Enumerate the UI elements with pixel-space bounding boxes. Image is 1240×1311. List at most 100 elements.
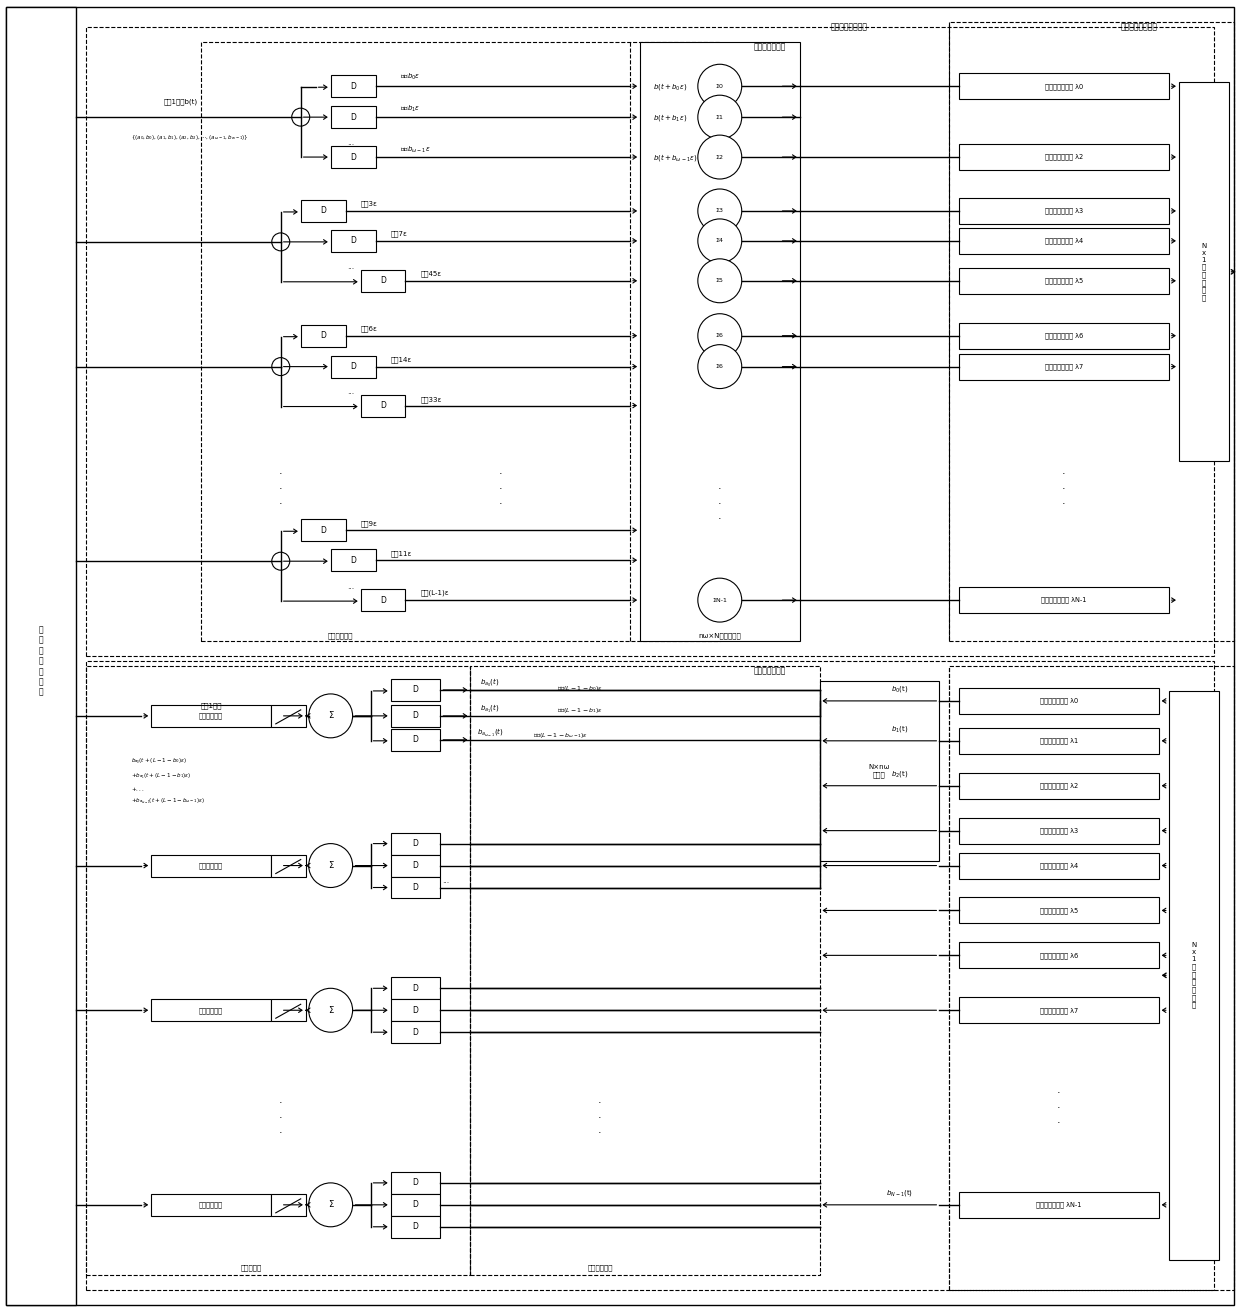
Bar xyxy=(391,877,440,898)
Text: nω×N复选耦合器: nω×N复选耦合器 xyxy=(698,633,742,640)
Text: 延时45ε: 延时45ε xyxy=(420,270,441,277)
Text: 光频域编解码模块: 光频域编解码模块 xyxy=(1120,22,1157,31)
Text: 多阶幅度光转电 λ0: 多阶幅度光转电 λ0 xyxy=(1040,697,1078,704)
Text: 用户1数据b(t): 用户1数据b(t) xyxy=(164,98,198,105)
Bar xyxy=(361,270,405,292)
Bar xyxy=(361,395,405,417)
Bar xyxy=(270,855,306,877)
Text: $+b_{a_1}(t+(L-1-b_1)\varepsilon)$: $+b_{a_1}(t+(L-1-b_1)\varepsilon)$ xyxy=(131,771,192,780)
Bar xyxy=(331,146,376,168)
Text: 多阶幅度电转光 λN-1: 多阶幅度电转光 λN-1 xyxy=(1042,597,1086,603)
Bar xyxy=(87,666,470,1274)
Text: D: D xyxy=(320,332,326,340)
Text: 多阶幅度电转光 λ7: 多阶幅度电转光 λ7 xyxy=(1045,363,1083,370)
Bar xyxy=(301,325,346,346)
Text: .: . xyxy=(279,1110,283,1120)
Text: N
x
1
波
分
复
用
器: N x 1 波 分 复 用 器 xyxy=(1202,243,1207,300)
Bar xyxy=(270,1194,306,1215)
Text: 电时域延时编码: 电时域延时编码 xyxy=(754,43,786,52)
Bar xyxy=(960,898,1159,923)
Text: .: . xyxy=(1058,1116,1061,1125)
Circle shape xyxy=(272,552,290,570)
Bar xyxy=(270,999,306,1021)
Text: 延时$b_0\varepsilon$: 延时$b_0\varepsilon$ xyxy=(401,72,420,83)
Bar xyxy=(391,679,440,701)
Bar xyxy=(151,705,270,726)
Text: D: D xyxy=(413,1028,418,1037)
Text: 延时7ε: 延时7ε xyxy=(391,231,408,237)
Text: 延时11ε: 延时11ε xyxy=(391,549,412,557)
Text: 多阶幅度光转电 λ1: 多阶幅度光转电 λ1 xyxy=(1040,738,1078,745)
Bar xyxy=(960,323,1169,349)
Bar xyxy=(640,42,800,641)
Text: D: D xyxy=(413,983,418,992)
Text: $b_1$(t): $b_1$(t) xyxy=(890,724,908,734)
Text: 延时33ε: 延时33ε xyxy=(420,396,441,402)
Text: $b_{N-1}$(t): $b_{N-1}$(t) xyxy=(885,1188,913,1198)
Bar xyxy=(960,728,1159,754)
Text: D: D xyxy=(350,236,356,245)
Bar xyxy=(87,28,1214,655)
Text: N×nω
分发器: N×nω 分发器 xyxy=(869,764,890,777)
Text: $b(t+b_1\varepsilon)$: $b(t+b_1\varepsilon)$ xyxy=(652,111,687,123)
Text: 多阶幅度电转光 λ2: 多阶幅度电转光 λ2 xyxy=(1045,153,1083,160)
Text: .: . xyxy=(279,497,283,506)
Text: 多阶幅度光转电 λ4: 多阶幅度光转电 λ4 xyxy=(1040,863,1078,869)
Text: 多阶幅度光转电 λ7: 多阶幅度光转电 λ7 xyxy=(1040,1007,1078,1013)
Text: $b_2$(t): $b_2$(t) xyxy=(890,768,908,779)
Text: $+b_{a_{\omega-1}}(t+(L-1-b_{\omega-1})\varepsilon)$: $+b_{a_{\omega-1}}(t+(L-1-b_{\omega-1})\… xyxy=(131,797,205,806)
Bar xyxy=(6,8,76,1304)
Bar xyxy=(361,589,405,611)
Text: D: D xyxy=(320,206,326,215)
Bar xyxy=(331,106,376,128)
Text: 核
心
网
数
据
交
换: 核 心 网 数 据 交 换 xyxy=(38,625,43,696)
Text: 电延时解码器: 电延时解码器 xyxy=(588,1264,613,1270)
Text: .: . xyxy=(1063,497,1066,506)
Text: .: . xyxy=(1058,1086,1061,1095)
Text: D: D xyxy=(381,595,386,604)
Text: ...: ... xyxy=(347,387,355,396)
Bar xyxy=(391,705,440,726)
Bar xyxy=(960,267,1169,294)
Text: 延时$(L-1-b_{\omega-1})\varepsilon$: 延时$(L-1-b_{\omega-1})\varepsilon$ xyxy=(532,732,588,741)
Text: 延时14ε: 延时14ε xyxy=(391,357,412,363)
Text: 电时域延时解码: 电时域延时解码 xyxy=(754,666,786,675)
Text: .: . xyxy=(1063,481,1066,492)
Text: D: D xyxy=(350,556,356,565)
Text: D: D xyxy=(350,113,356,122)
Text: 多阶幅度电转光 λ0: 多阶幅度电转光 λ0 xyxy=(1045,83,1083,89)
Text: 数据阈值判决: 数据阈值判决 xyxy=(198,713,223,720)
Circle shape xyxy=(309,1183,352,1227)
Text: .: . xyxy=(279,467,283,476)
Bar xyxy=(960,943,1159,969)
Text: .: . xyxy=(498,481,502,492)
Text: 数据阈值判决: 数据阈值判决 xyxy=(198,863,223,869)
Bar xyxy=(960,998,1159,1023)
Bar xyxy=(960,587,1169,614)
Text: 延时$b_1\varepsilon$: 延时$b_1\varepsilon$ xyxy=(401,104,420,114)
Bar xyxy=(331,355,376,378)
Text: Σ3: Σ3 xyxy=(715,208,724,214)
Circle shape xyxy=(291,109,310,126)
Circle shape xyxy=(698,135,742,180)
Text: 延时9ε: 延时9ε xyxy=(361,520,377,527)
Text: Σ: Σ xyxy=(329,712,334,720)
Bar xyxy=(87,661,1214,1290)
Circle shape xyxy=(309,988,352,1032)
Text: D: D xyxy=(413,1201,418,1209)
Bar xyxy=(301,519,346,541)
Text: D: D xyxy=(413,1222,418,1231)
Bar xyxy=(391,977,440,999)
Text: Σ: Σ xyxy=(329,861,334,871)
Text: .: . xyxy=(718,511,722,522)
Text: 多阶幅度电转光 λ3: 多阶幅度电转光 λ3 xyxy=(1045,207,1083,214)
Text: .: . xyxy=(598,1095,601,1105)
Text: Σ0: Σ0 xyxy=(715,84,724,89)
Text: N
x
1
波
分
解
复
用
器: N x 1 波 分 解 复 用 器 xyxy=(1192,943,1197,1008)
Text: 用户1数据: 用户1数据 xyxy=(200,703,222,709)
Text: Σ6: Σ6 xyxy=(715,333,724,338)
Text: D: D xyxy=(413,861,418,871)
Bar xyxy=(960,852,1159,878)
Text: D: D xyxy=(320,526,326,535)
Circle shape xyxy=(272,358,290,375)
